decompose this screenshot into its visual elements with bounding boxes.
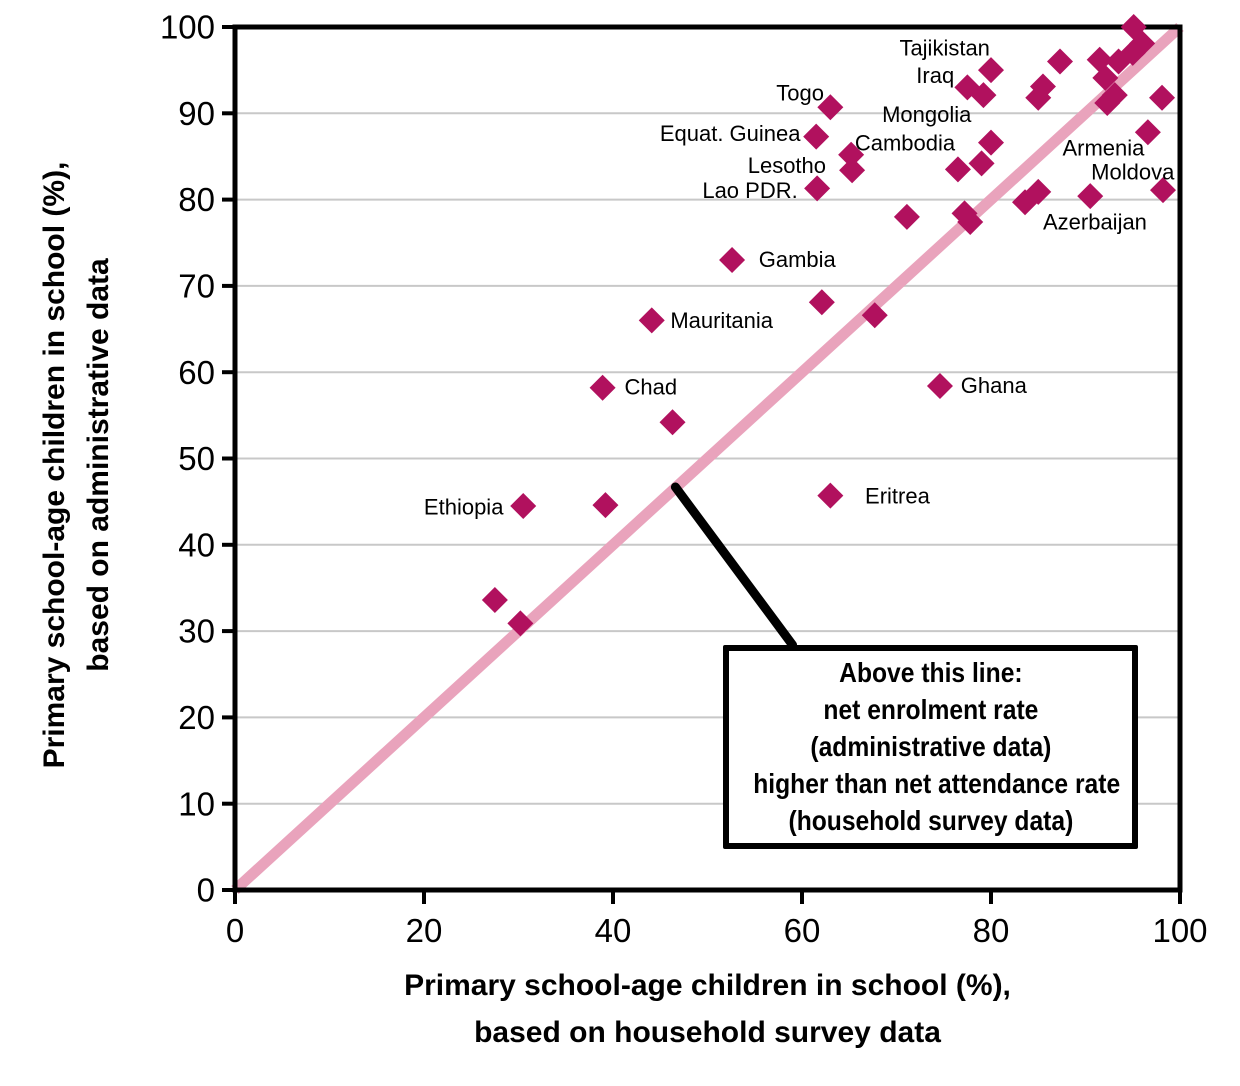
country-label: Equat. Guinea: [660, 121, 801, 146]
data-point-diamond-eritrea: [817, 482, 844, 509]
data-point-diamond-ethiopia: [510, 492, 537, 519]
data-point-diamond: [1092, 64, 1119, 91]
country-label: Gambia: [759, 247, 837, 272]
data-point-diamond-mongolia: [978, 129, 1004, 156]
data-point-diamond-armenia: [1134, 119, 1161, 146]
data-point-diamond-lesotho: [839, 157, 866, 184]
country-label: Lesotho: [748, 153, 826, 178]
data-point-diamond: [1025, 84, 1052, 111]
data-point-diamond-chad: [589, 374, 616, 401]
x-tick-label: 80: [973, 912, 1010, 949]
y-tick-label: 10: [178, 785, 215, 822]
data-point-diamond-ghana: [926, 373, 953, 400]
country-label: Mauritania: [670, 308, 773, 333]
country-label: Togo: [776, 80, 824, 105]
annotation-line: (administrative data): [810, 731, 1052, 763]
country-label: Chad: [625, 375, 678, 400]
y-tick-label: 40: [178, 526, 215, 563]
x-tick-label: 100: [1152, 912, 1207, 949]
x-tick-label: 60: [784, 912, 821, 949]
y-tick-label: 0: [197, 872, 215, 909]
x-tick-label: 0: [226, 912, 244, 949]
data-point-diamond-gambia: [719, 247, 746, 274]
data-point-diamond: [1105, 48, 1132, 75]
country-label: Azerbaijan: [1043, 210, 1147, 235]
annotation-line: (household survey data): [788, 805, 1073, 837]
country-label: Mongolia: [882, 102, 972, 127]
country-label: Ethiopia: [424, 495, 504, 520]
data-point-diamond: [893, 203, 920, 230]
data-point-diamond-mauritania: [638, 307, 665, 334]
y-tick-label: 100: [160, 9, 215, 46]
y-tick-label: 80: [178, 181, 215, 218]
country-label: Armenia: [1062, 136, 1145, 161]
annotation-line: Above this line:: [838, 657, 1023, 689]
y-tick-label: 70: [178, 267, 215, 304]
annotation-line: higher than net attendance rate: [752, 768, 1120, 800]
country-label: Cambodia: [855, 130, 956, 155]
data-point-diamond: [957, 209, 984, 236]
x-axis-title-line1: Primary school-age children in school (%…: [404, 969, 1011, 1002]
annotation-pointer: [670, 482, 798, 650]
data-point-diamond-moldova: [1149, 177, 1176, 204]
data-point-diamond: [1046, 48, 1073, 75]
y-tick-label: 60: [178, 354, 215, 391]
y-axis-title-line1: Primary school-age children in school (%…: [38, 161, 71, 769]
data-point-diamond: [1149, 84, 1176, 111]
country-label: Lao PDR.: [702, 178, 797, 203]
country-label: Tajikistan: [899, 35, 989, 60]
y-tick-label: 50: [178, 440, 215, 477]
data-point-diamond: [507, 610, 534, 637]
data-point-diamond: [1094, 89, 1121, 116]
country-label: Ghana: [961, 373, 1028, 398]
data-point-diamond: [808, 289, 835, 316]
data-point-diamond: [944, 156, 971, 183]
x-tick-label: 20: [406, 912, 443, 949]
data-point-diamond-cambodia: [838, 141, 865, 168]
data-point-diamond-tajikistan: [978, 57, 1004, 84]
x-axis-title: Primary school-age children in school (%…: [235, 962, 1180, 1056]
annotation-box: Above this line: net enrolment rate (adm…: [722, 644, 1139, 849]
equality-line: [231, 22, 1184, 895]
y-tick-label: 90: [178, 95, 215, 132]
data-point-diamond: [861, 302, 888, 329]
annotation-line: net enrolment rate: [823, 694, 1038, 726]
data-point-diamond: [592, 492, 619, 519]
data-point-diamond-equat-guinea: [803, 123, 830, 150]
data-point-diamond-iraq: [954, 74, 981, 101]
y-axis-title-line2: based on administrative data: [82, 258, 115, 672]
data-point-diamond-azerbaijan: [1077, 183, 1104, 210]
y-tick-label: 30: [178, 613, 215, 650]
x-tick-label: 40: [595, 912, 632, 949]
y-tick-label: 20: [178, 699, 215, 736]
annotation-text: Above this line: net enrolment rate (adm…: [752, 654, 1120, 839]
data-point-diamond-togo: [817, 94, 844, 121]
country-label: Eritrea: [865, 483, 931, 508]
data-point-diamond-lao-pdr: [804, 175, 831, 202]
data-point-diamond: [659, 409, 686, 436]
y-axis-title: Primary school-age children in school (%…: [33, 15, 123, 915]
country-label: Iraq: [916, 63, 954, 88]
data-point-diamond: [968, 150, 995, 177]
country-label: Moldova: [1091, 160, 1175, 185]
data-point-diamond: [1025, 178, 1052, 205]
x-axis-title-line2: based on household survey data: [474, 1016, 941, 1049]
data-point-diamond: [481, 587, 508, 614]
